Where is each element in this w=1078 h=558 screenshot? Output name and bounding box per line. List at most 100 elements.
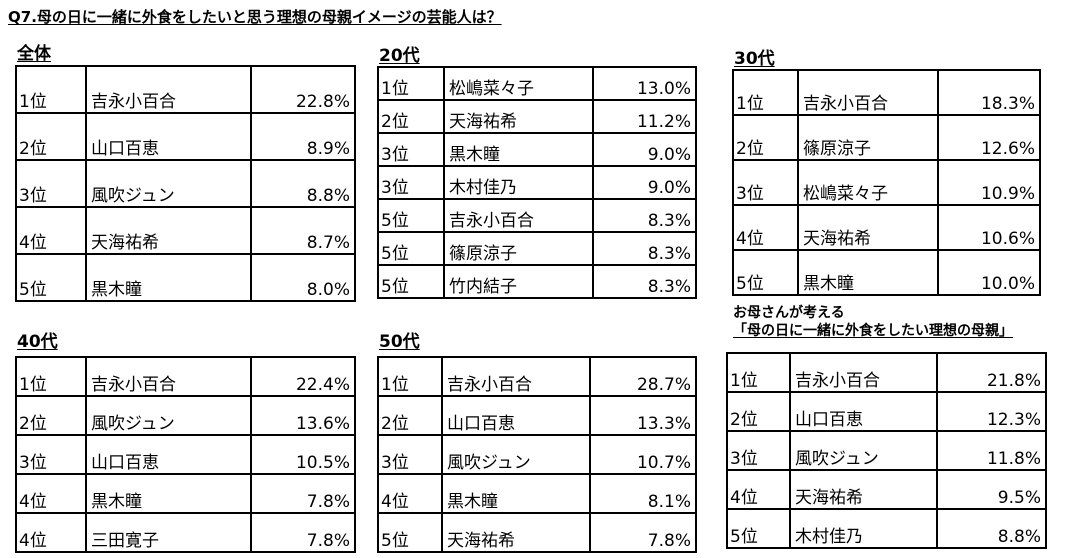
page-title: Q7.母の日に一緒に外食をしたいと思う理想の母親イメージの芸能人は？ xyxy=(8,8,502,26)
table-row: 4位 天海祐希 9.5% xyxy=(726,469,1047,510)
rank-cell: 3位 xyxy=(377,434,443,475)
percent-cell: 9.0% xyxy=(592,165,697,200)
name-cell: 木村佳乃 xyxy=(789,508,938,549)
ranking-table-30s: 1位 吉永小百合 18.3% 2位 篠原涼子 12.6% 3位 松嶋菜々子 10.9% 4位 天海祐… xyxy=(732,69,1041,296)
percent-cell: 13.6% xyxy=(250,395,356,436)
table-row: 4位 天海祐希 10.6% xyxy=(732,204,1041,251)
table-row: 1位 吉永小百合 22.8% xyxy=(15,65,356,114)
percent-cell: 11.8% xyxy=(936,430,1047,471)
table-row: 5位 吉永小百合 8.3% xyxy=(377,198,697,233)
name-cell: 吉永小百合 xyxy=(443,198,594,233)
name-cell: 山口百恵 xyxy=(441,395,591,436)
table-row: 3位 風吹ジュン 8.8% xyxy=(15,159,356,208)
rank-cell: 4位 xyxy=(15,206,87,255)
table-row: 3位 松嶋菜々子 10.9% xyxy=(732,159,1041,206)
rank-cell: 1位 xyxy=(377,66,445,101)
percent-cell: 10.7% xyxy=(589,434,697,475)
name-cell: 天海祐希 xyxy=(789,469,938,510)
name-cell: 黒木瞳 xyxy=(85,253,252,302)
rank-cell: 1位 xyxy=(377,356,443,397)
ranking-table-overall: 1位 吉永小百合 22.8% 2位 山口百恵 8.9% 3位 風吹ジュン 8.8% 4位 天海祐希 8… xyxy=(15,65,356,302)
table-row: 3位 木村佳乃 9.0% xyxy=(377,165,697,200)
percent-cell: 8.3% xyxy=(592,198,697,233)
table-row: 5位 黒木瞳 8.0% xyxy=(15,253,356,302)
table-row: 5位 木村佳乃 8.8% xyxy=(726,508,1047,549)
rank-cell: 2位 xyxy=(377,99,445,134)
percent-cell: 9.5% xyxy=(936,469,1047,510)
percent-cell: 10.0% xyxy=(937,249,1041,296)
percent-cell: 22.8% xyxy=(250,65,356,114)
name-cell: 山口百恵 xyxy=(85,112,252,161)
rank-cell: 3位 xyxy=(726,430,791,471)
section-heading-20s: 20代 xyxy=(379,46,420,66)
name-cell: 三田寛子 xyxy=(85,512,252,553)
rank-cell: 4位 xyxy=(726,469,791,510)
table-row: 3位 風吹ジュン 10.7% xyxy=(377,434,697,475)
table-row: 4位 三田寛子 7.8% xyxy=(15,512,356,553)
rank-cell: 3位 xyxy=(377,165,445,200)
table-row: 4位 黒木瞳 8.1% xyxy=(377,473,697,514)
percent-cell: 8.3% xyxy=(592,231,697,266)
percent-cell: 10.9% xyxy=(937,159,1041,206)
percent-cell: 9.0% xyxy=(592,132,697,167)
percent-cell: 7.8% xyxy=(250,473,356,514)
percent-cell: 10.5% xyxy=(250,434,356,475)
table-row: 5位 篠原涼子 8.3% xyxy=(377,231,697,266)
name-cell: 天海祐希 xyxy=(441,512,591,553)
rank-cell: 1位 xyxy=(726,352,791,393)
name-cell: 吉永小百合 xyxy=(85,356,252,397)
section-heading-mothers: お母さんが考える 「母の日に一緒に外食をしたい理想の母親」 xyxy=(733,304,1013,340)
rank-cell: 3位 xyxy=(15,434,87,475)
table-row: 2位 篠原涼子 12.6% xyxy=(732,114,1041,161)
section-heading-mothers-line1: お母さんが考える xyxy=(733,305,845,321)
name-cell: 吉永小百合 xyxy=(441,356,591,397)
name-cell: 吉永小百合 xyxy=(85,65,252,114)
section-heading-50s: 50代 xyxy=(379,332,420,352)
name-cell: 黒木瞳 xyxy=(441,473,591,514)
name-cell: 松嶋菜々子 xyxy=(443,66,594,101)
name-cell: 天海祐希 xyxy=(443,99,594,134)
table-row: 2位 山口百恵 13.3% xyxy=(377,395,697,436)
table-row: 2位 風吹ジュン 13.6% xyxy=(15,395,356,436)
table-row: 2位 山口百恵 12.3% xyxy=(726,391,1047,432)
table-row: 5位 竹内結子 8.3% xyxy=(377,264,697,299)
section-heading-30s: 30代 xyxy=(734,49,775,69)
table-row: 1位 吉永小百合 22.4% xyxy=(15,356,356,397)
name-cell: 篠原涼子 xyxy=(797,114,939,161)
percent-cell: 11.2% xyxy=(592,99,697,134)
name-cell: 竹内結子 xyxy=(443,264,594,299)
section-heading-overall: 全体 xyxy=(17,44,51,64)
table-row: 3位 黒木瞳 9.0% xyxy=(377,132,697,167)
rank-cell: 3位 xyxy=(377,132,445,167)
percent-cell: 28.7% xyxy=(589,356,697,397)
rank-cell: 5位 xyxy=(732,249,799,296)
rank-cell: 4位 xyxy=(15,512,87,553)
name-cell: 黒木瞳 xyxy=(85,473,252,514)
percent-cell: 8.8% xyxy=(250,159,356,208)
percent-cell: 8.8% xyxy=(936,508,1047,549)
rank-cell: 1位 xyxy=(15,356,87,397)
table-row: 4位 黒木瞳 7.8% xyxy=(15,473,356,514)
percent-cell: 13.3% xyxy=(589,395,697,436)
name-cell: 風吹ジュン xyxy=(85,395,252,436)
rank-cell: 5位 xyxy=(377,264,445,299)
rank-cell: 2位 xyxy=(15,395,87,436)
ranking-table-mothers: 1位 吉永小百合 21.8% 2位 山口百恵 12.3% 3位 風吹ジュン 11.8% 4位 天海祐… xyxy=(726,352,1047,549)
table-row: 1位 吉永小百合 18.3% xyxy=(732,69,1041,116)
ranking-table-20s: 1位 松嶋菜々子 13.0% 2位 天海祐希 11.2% 3位 黒木瞳 9.0% 3位 木村佳乃 9.… xyxy=(377,66,697,299)
name-cell: 吉永小百合 xyxy=(797,69,939,116)
name-cell: 山口百恵 xyxy=(85,434,252,475)
table-row: 2位 天海祐希 11.2% xyxy=(377,99,697,134)
ranking-table-50s: 1位 吉永小百合 28.7% 2位 山口百恵 13.3% 3位 風吹ジュン 10.7% 4位 黒木瞳… xyxy=(377,356,697,553)
table-row: 1位 吉永小百合 21.8% xyxy=(726,352,1047,393)
name-cell: 吉永小百合 xyxy=(789,352,938,393)
rank-cell: 4位 xyxy=(377,473,443,514)
percent-cell: 18.3% xyxy=(937,69,1041,116)
rank-cell: 5位 xyxy=(726,508,791,549)
percent-cell: 13.0% xyxy=(592,66,697,101)
table-row: 4位 天海祐希 8.7% xyxy=(15,206,356,255)
percent-cell: 7.8% xyxy=(589,512,697,553)
percent-cell: 8.0% xyxy=(250,253,356,302)
name-cell: 木村佳乃 xyxy=(443,165,594,200)
name-cell: 篠原涼子 xyxy=(443,231,594,266)
